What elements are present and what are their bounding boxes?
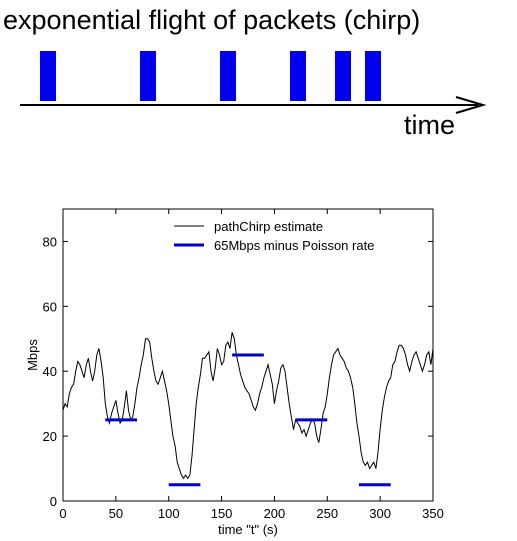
y-axis-label: Mbps bbox=[25, 339, 40, 371]
series-line-estimate bbox=[62, 332, 434, 480]
y-tick-label: 60 bbox=[43, 299, 57, 314]
diagram-title: exponential flight of packets (chirp) bbox=[3, 5, 420, 35]
y-tick-label: 0 bbox=[50, 494, 57, 509]
series-lines bbox=[62, 332, 434, 487]
legend-label-poisson: 65Mbps minus Poisson rate bbox=[214, 238, 374, 253]
chirp-diagram: exponential flight of packets (chirp) ti… bbox=[3, 5, 487, 140]
legend: pathChirp estimate 65Mbps minus Poisson … bbox=[174, 219, 374, 253]
packet-bars bbox=[40, 51, 381, 101]
x-axis-label: time "t" (s) bbox=[218, 522, 278, 537]
y-tick-label: 80 bbox=[43, 234, 57, 249]
time-axis-arrowhead bbox=[455, 96, 487, 114]
axis-ticks bbox=[62, 209, 434, 502]
packet-bar-4 bbox=[290, 51, 306, 101]
legend-label-estimate: pathChirp estimate bbox=[214, 219, 323, 234]
packet-bar-1 bbox=[40, 51, 56, 101]
time-axis-label: time bbox=[404, 110, 455, 140]
tick-labels: 0 50 100 150 200 250 300 350 0 20 40 60 80 bbox=[43, 234, 444, 521]
plot-frame bbox=[62, 208, 434, 502]
packet-bar-3 bbox=[220, 51, 236, 101]
x-tick-label: 300 bbox=[369, 506, 391, 521]
chart-background bbox=[0, 175, 517, 541]
packet-bar-5 bbox=[335, 51, 351, 101]
x-tick-label: 0 bbox=[59, 506, 66, 521]
x-tick-label: 50 bbox=[109, 506, 123, 521]
y-tick-label: 40 bbox=[43, 364, 57, 379]
x-tick-label: 250 bbox=[316, 506, 338, 521]
x-tick-label: 200 bbox=[264, 506, 286, 521]
packet-bar-2 bbox=[140, 51, 156, 101]
y-tick-label: 20 bbox=[43, 429, 57, 444]
packet-bar-6 bbox=[365, 51, 381, 101]
x-tick-label: 350 bbox=[422, 506, 444, 521]
x-tick-label: 150 bbox=[211, 506, 233, 521]
x-tick-label: 100 bbox=[158, 506, 180, 521]
